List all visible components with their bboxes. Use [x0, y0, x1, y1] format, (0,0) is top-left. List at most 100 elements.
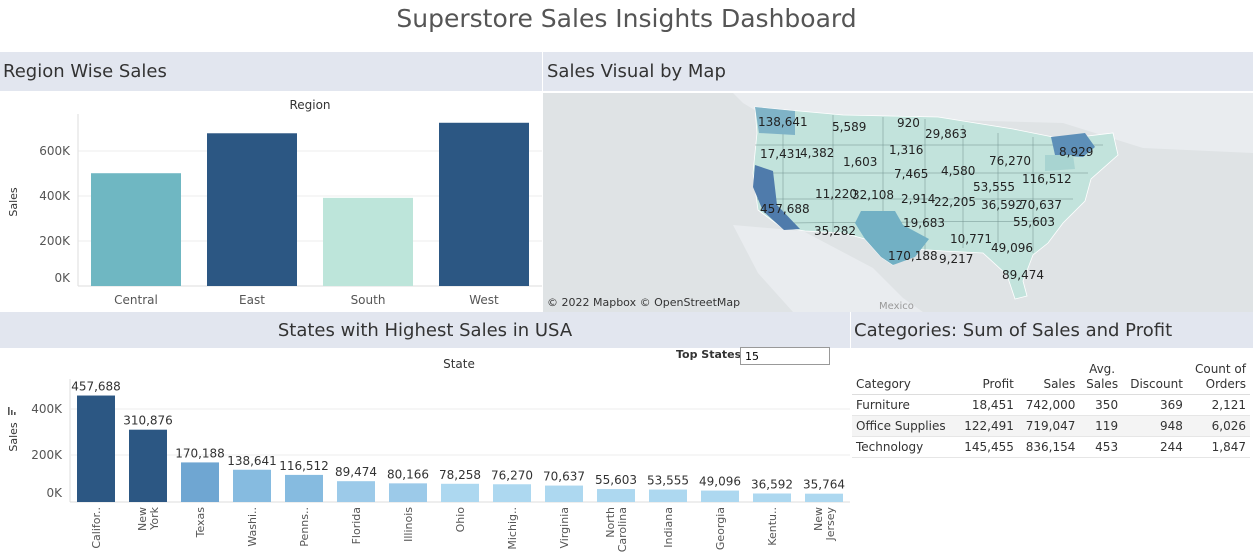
region-bars: Central East South West [91, 122, 529, 307]
state-bar[interactable] [337, 481, 375, 502]
state-sales-label: 7,465 [894, 167, 929, 181]
mexico-label: Mexico [879, 301, 914, 312]
state-sales-label: 9,217 [939, 252, 974, 266]
states-ytick: 0K [46, 486, 63, 500]
table-cell: 145,455 [956, 436, 1018, 458]
state-bar[interactable] [805, 493, 843, 502]
column-header-label: Profit [982, 377, 1014, 391]
state-sales-label: 457,688 [760, 202, 810, 216]
top-states-input[interactable] [740, 347, 830, 365]
state-category-label: Michig.. [506, 507, 519, 550]
state-category-label: NorthCarolina [604, 507, 629, 552]
state-sales-label: 4,580 [941, 164, 976, 178]
region-bar[interactable] [207, 133, 297, 286]
state-bar[interactable] [753, 493, 791, 502]
state-bar-data-label: 36,592 [751, 477, 793, 491]
region-category-label: Central [114, 293, 158, 307]
states-bars: 457,688 Califor.. 310,876 NewYork 170,188 Tex… [71, 380, 845, 553]
column-header[interactable]: Discount [1122, 362, 1187, 395]
state-category-label: Texas [194, 507, 207, 539]
state-sales-label: 138,641 [758, 115, 808, 129]
table-cell: 244 [1122, 436, 1187, 458]
table-row[interactable]: Office Supplies 122,491 719,047 119 948 … [852, 415, 1250, 437]
column-header[interactable]: Avg. Sales [1079, 362, 1123, 395]
state-bar-data-label: 89,474 [335, 465, 377, 479]
table-cell: Furniture [852, 394, 957, 416]
map-attribution[interactable]: © 2022 Mapbox © OpenStreetMap [547, 296, 741, 309]
state-sales-label: 116,512 [1022, 172, 1072, 186]
state-new-york [1051, 133, 1095, 157]
region-ytick: 0K [54, 271, 71, 285]
state-sales-label: 5,589 [832, 120, 867, 134]
state-category-label: Florida [350, 507, 363, 544]
column-header[interactable]: Count of Orders [1186, 362, 1250, 395]
state-borders [755, 113, 1103, 253]
categories-table: Category Profit Sales Avg. Sales Discoun… [852, 362, 1250, 458]
state-sales-label: 32,108 [852, 188, 894, 202]
state-bar[interactable] [597, 489, 635, 502]
table-row[interactable]: Furniture 18,451 742,000 350 369 2,121 [852, 394, 1250, 416]
state-bar-data-label: 116,512 [279, 459, 329, 473]
table-cell: 742,000 [1017, 394, 1080, 416]
region-ytick: 600K [39, 144, 71, 158]
table-row[interactable]: Technology 145,455 836,154 453 244 1,847 [852, 436, 1250, 458]
state-bar[interactable] [285, 474, 323, 502]
states-ytick: 400K [31, 402, 63, 416]
map-graphic [733, 93, 1253, 312]
state-sales-label: 76,270 [989, 154, 1031, 168]
column-header[interactable]: Profit [956, 362, 1018, 395]
states-section-band: States with Highest Sales in USA [0, 312, 850, 348]
region-bar[interactable] [439, 122, 529, 287]
state-sales-label: 2,914 [901, 192, 936, 206]
states-ytick: 200K [31, 448, 63, 462]
state-sales-label: 22,205 [934, 195, 976, 209]
column-header[interactable]: Sales [1017, 362, 1080, 395]
table-cell: 948 [1122, 415, 1187, 437]
state-category-label: Washi.. [246, 507, 259, 547]
state-bar[interactable] [389, 483, 427, 502]
state-sales-label: 19,683 [903, 216, 945, 230]
table-cell: 6,026 [1186, 415, 1250, 437]
sort-icon[interactable] [8, 407, 16, 415]
table-cell: 1,847 [1186, 436, 1250, 458]
state-sales-label: 17,431 [760, 147, 802, 161]
state-bar[interactable] [77, 395, 115, 502]
state-category-label: Kentu.. [766, 507, 779, 546]
column-header[interactable]: Category [852, 362, 957, 395]
categories-section-band: Categories: Sum of Sales and Profit [851, 312, 1253, 348]
table-cell: 350 [1079, 394, 1123, 416]
table-cell: 2,121 [1186, 394, 1250, 416]
region-ytick: 200K [39, 234, 71, 248]
state-category-label: Penns.. [298, 507, 311, 547]
sort-icon-bar [14, 412, 16, 415]
state-sales-label: 920 [897, 116, 920, 130]
state-bar[interactable] [701, 490, 739, 502]
state-bar-data-label: 76,270 [491, 468, 533, 482]
state-bar[interactable] [181, 462, 219, 502]
state-bar[interactable] [649, 489, 687, 502]
table-cell: 369 [1122, 394, 1187, 416]
state-sales-label: 36,592 [981, 198, 1023, 212]
state-bar[interactable] [493, 484, 531, 502]
region-bar[interactable] [323, 197, 413, 286]
state-sales-label: 70,637 [1020, 198, 1062, 212]
state-bar-data-label: 138,641 [227, 454, 277, 468]
state-bar[interactable] [129, 429, 167, 502]
state-bar[interactable] [545, 485, 583, 502]
region-section-band: Region Wise Sales [0, 52, 542, 91]
state-sales-label: 1,316 [889, 143, 924, 157]
state-sales-label: 53,555 [973, 180, 1015, 194]
sales-map[interactable]: 138,641 5,589 920 29,863 17,431 4,382 1,… [543, 93, 1253, 312]
state-california [753, 165, 800, 230]
mexico-land [733, 225, 923, 312]
state-bar[interactable] [441, 483, 479, 502]
state-pennsylvania [1045, 155, 1075, 171]
column-header-label: Category [856, 377, 911, 391]
column-header-label: Discount [1130, 377, 1183, 391]
state-sales-label: 49,096 [991, 241, 1033, 255]
state-sales-label: 8,929 [1059, 145, 1094, 159]
state-bar[interactable] [233, 469, 271, 502]
state-sales-label: 170,188 [888, 249, 938, 263]
column-header-label: Avg. Sales [1086, 362, 1119, 391]
region-bar[interactable] [91, 173, 181, 286]
